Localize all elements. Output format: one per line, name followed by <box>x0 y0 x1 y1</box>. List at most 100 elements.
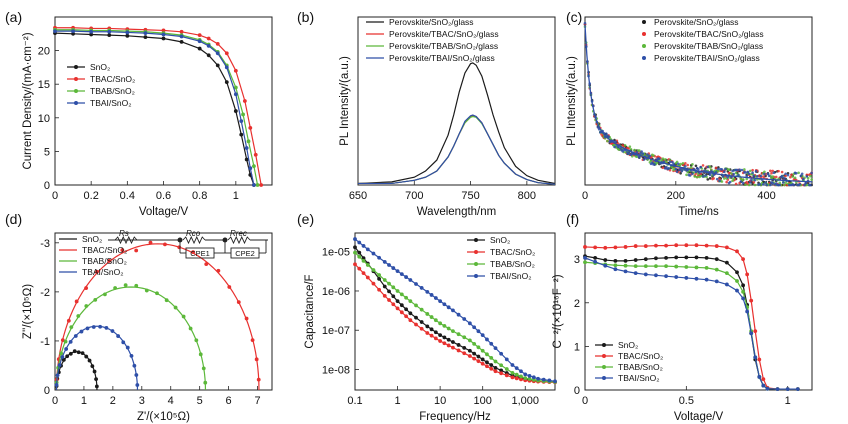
data-point <box>718 177 721 181</box>
data-point <box>254 357 259 362</box>
series-line <box>55 30 255 186</box>
plot-frame <box>54 232 273 391</box>
x-tick-label: 1 <box>233 190 239 202</box>
data-point <box>593 255 598 260</box>
data-point <box>382 278 387 282</box>
data-point <box>72 349 77 354</box>
data-point <box>485 337 489 342</box>
panel-d: (d) 0 1 2 3 4 5 6 7 0 -1 -2 -3 Z'/(×10⁵Ω) Z''/(×10⁵Ω) S… <box>5 211 273 423</box>
data-point <box>749 331 754 336</box>
data-point <box>446 343 451 348</box>
data-point <box>685 173 688 177</box>
data-point <box>361 244 366 248</box>
data-point <box>583 21 587 25</box>
data-point <box>206 53 211 58</box>
data-point <box>116 334 121 338</box>
data-point <box>489 341 494 346</box>
panel-label: (a) <box>5 9 22 25</box>
data-point <box>451 308 455 313</box>
legend-marker <box>642 56 646 60</box>
data-point <box>697 167 700 171</box>
data-point <box>227 285 232 289</box>
data-point <box>717 167 720 171</box>
legend-marker <box>642 32 646 36</box>
data-point <box>708 177 712 180</box>
data-point <box>514 366 519 371</box>
y-axis-label: Current Density/(mA·cm⁻²) <box>22 32 34 169</box>
data-point <box>353 250 357 255</box>
data-point <box>749 298 754 303</box>
data-point <box>514 372 519 377</box>
data-point <box>652 154 655 157</box>
y-tick-label: 1 <box>574 341 580 353</box>
data-point <box>747 172 751 176</box>
legend-label: SnO₂ <box>90 62 110 72</box>
data-point <box>382 284 387 289</box>
legend-label: SnO₂ <box>490 235 510 245</box>
legend-label: TBAB/SnO₂ <box>618 362 663 372</box>
series-0 <box>583 254 800 392</box>
data-point <box>642 158 646 161</box>
data-point <box>371 268 376 272</box>
data-point <box>255 183 260 187</box>
data-point <box>720 168 724 171</box>
plot-frame <box>354 232 556 391</box>
data-point <box>259 183 264 187</box>
data-point <box>704 174 707 177</box>
data-point <box>239 132 244 137</box>
x-tick-label: 10 <box>434 395 446 407</box>
data-point <box>377 287 382 292</box>
data-point <box>353 237 357 241</box>
data-point <box>751 168 754 172</box>
data-point <box>433 296 438 300</box>
data-point <box>252 183 256 187</box>
data-point <box>425 324 430 329</box>
data-point <box>726 176 730 179</box>
data-point <box>679 167 682 171</box>
data-point <box>216 268 221 273</box>
data-point <box>714 166 718 170</box>
panel-label: (e) <box>297 211 314 227</box>
data-point <box>771 181 774 185</box>
data-point <box>382 293 387 298</box>
data-point <box>125 33 130 38</box>
y-tick-label: 3 <box>574 254 580 266</box>
data-point <box>68 339 73 344</box>
data-point <box>442 324 447 328</box>
x-tick-label: 5 <box>197 395 203 407</box>
legend: Perovskite/SnO₂/glass Perovskite/TBAC/SnO… <box>642 17 764 63</box>
legend: SnO₂ TBAC/SnO₂ TBAB/SnO₂ TBAI/SnO₂ <box>67 62 135 108</box>
legend-label: Perovskite/TBAB/SnO₂/glass <box>389 41 498 51</box>
data-point <box>472 351 477 356</box>
data-point <box>59 351 64 356</box>
legend-label: Perovskite/TBAI/SnO₂/glass <box>389 53 495 63</box>
data-point <box>248 125 253 130</box>
data-point <box>476 359 481 364</box>
data-point <box>753 355 758 360</box>
y-tick-label: 15 <box>38 79 50 91</box>
data-point <box>236 300 241 305</box>
data-point <box>239 119 244 124</box>
data-point <box>425 289 430 294</box>
data-point <box>674 275 679 279</box>
data-point <box>747 183 751 187</box>
data-point <box>125 345 130 350</box>
data-point <box>233 92 238 97</box>
series-3 <box>54 324 140 391</box>
series-2 <box>54 283 208 391</box>
data-point <box>663 158 667 161</box>
data-point <box>771 169 774 173</box>
data-point <box>810 178 813 181</box>
legend-label: TBAC/SnO₂ <box>618 351 663 361</box>
data-point <box>694 164 698 168</box>
x-tick-label: 1 <box>785 395 791 407</box>
data-point <box>735 270 739 275</box>
y-tick-label: 20 <box>38 46 50 58</box>
data-point <box>667 167 671 170</box>
data-point <box>681 161 685 165</box>
data-point <box>738 168 741 171</box>
data-point <box>224 65 229 70</box>
data-point <box>353 262 357 267</box>
data-point <box>536 376 540 381</box>
data-point <box>399 272 404 277</box>
